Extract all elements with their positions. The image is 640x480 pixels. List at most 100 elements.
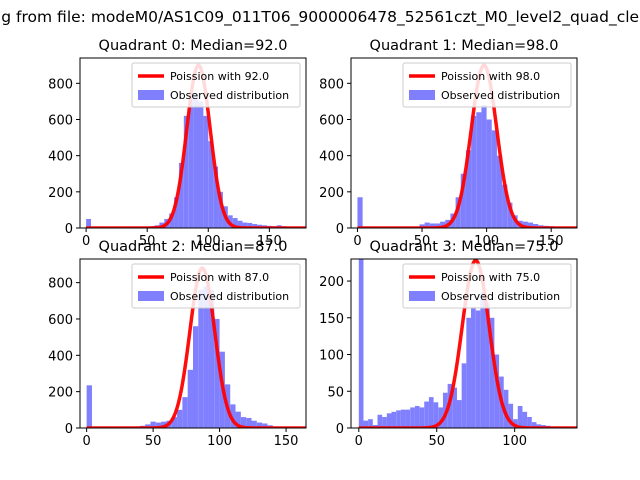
y-tick-label: 50 [327,385,344,400]
histogram-bar [203,115,209,228]
histogram-bar [235,411,241,428]
histogram-bar [414,405,420,428]
x-tick-label: 150 [257,234,282,249]
histogram-bar [424,401,429,428]
histogram-bar [517,405,523,428]
histogram-bar [232,218,238,228]
y-tick-label: 200 [319,275,344,290]
histogram-bar [485,303,490,428]
histogram-bar [410,407,415,428]
x-tick-label: 100 [474,234,499,249]
y-tick-label: 800 [48,277,73,292]
histogram-bar [169,213,175,228]
y-tick-label: 200 [48,186,73,201]
legend-label-observed: Observed distribution [170,290,289,303]
histogram-bar [187,369,193,428]
histogram-bar [434,223,441,228]
legend-bar-swatch [138,291,164,301]
histogram-bar [240,417,247,428]
histogram-bar [213,166,219,228]
y-tick-label: 0 [65,222,73,237]
histogram-bar [368,419,373,428]
histogram-bar [177,409,183,428]
histogram-bar [363,420,369,428]
histogram-bar [486,119,492,228]
subplot-quadrant-0: 0 50 100 150 0 200 400 600 800 Quadrant 0: Median… [48,38,307,249]
histogram-bar [214,318,220,428]
histogram-bar [536,424,542,428]
y-tick-label: 400 [48,349,73,364]
legend-bar-swatch [138,90,164,100]
y-tick-label: 0 [336,422,344,437]
legend: Poission with 92.0 Observed distribution [131,62,301,108]
histogram-bar [433,402,439,428]
histogram-bar [193,94,199,228]
axes-frame [79,57,307,229]
histogram-bar [466,317,472,428]
legend-box [131,263,301,309]
legend-box [402,62,572,108]
y-tick-label: 150 [319,312,344,327]
subplot-grid: 0 50 100 150 0 200 400 600 800 Quadrant 0: Median… [48,38,578,449]
histogram-bar [242,222,248,228]
histogram-bar [440,221,446,228]
x-tick-label: 0 [83,434,91,449]
histogram-bar [419,224,425,228]
figure-suptitle: Plotting from file: modeM0/AS1C09_011T06… [0,8,640,27]
legend-label-observed: Observed distribution [170,89,289,102]
legend-label-observed: Observed distribution [441,89,560,102]
histogram-bar [256,422,263,428]
histogram-bar [429,223,435,228]
histogram-bar [489,317,495,428]
histogram-bar [174,197,179,228]
x-tick-label: 50 [145,434,162,449]
subplot-quadrant-3: 0 50 100 0 50 100 150 200 Quadrant 3: Median=75.… [319,239,578,449]
histogram-bar [155,422,162,428]
histogram-bar [182,397,188,428]
y-tick-label: 100 [319,349,344,364]
histogram-bar [531,422,537,428]
subplot-title: Quadrant 0: Median=92.0 [99,38,288,54]
y-tick-label: 200 [48,386,73,401]
subplot-title: Quadrant 2: Median=87.0 [99,239,288,255]
histogram-bar [150,421,156,428]
x-tick-label: 50 [428,434,445,449]
histogram-bar [208,141,214,228]
histogram-bar [198,101,204,228]
subplot-quadrant-1: 0 50 100 150 0 200 400 600 800 Quadrant 1: Median… [319,38,578,249]
histogram-bar [262,423,268,428]
histogram-bar [452,387,457,428]
subplot-title: Quadrant 3: Median=75.0 [370,239,559,255]
histogram-bar [188,97,194,228]
legend-label-poisson: Poission with 87.0 [170,271,269,284]
legend: Poission with 75.0 Observed distribution [402,263,572,309]
y-tick-label: 400 [48,150,73,165]
x-tick-label: 50 [139,234,156,249]
y-tick-label: 200 [319,186,344,201]
histogram-bar [475,310,481,428]
histogram-bar [230,404,236,428]
histogram-bar [461,363,467,428]
histogram-bar [396,410,401,428]
histogram-bar [86,218,91,228]
legend-bar-swatch [409,291,435,301]
histogram-bar [455,197,461,228]
y-tick-label: 600 [319,113,344,128]
histogram-bar [251,420,257,428]
histogram-bar [419,407,425,428]
x-tick-label: 100 [196,234,221,249]
histogram-bar [503,389,509,428]
subplot-title: Quadrant 1: Median=98.0 [370,38,559,54]
legend-label-poisson: Poission with 92.0 [170,70,269,83]
y-tick-label: 600 [48,113,73,128]
histogram-bar [386,413,392,428]
histogram-bar [391,411,397,428]
y-tick-label: 0 [336,222,344,237]
histogram-bar [247,222,253,228]
legend: Poission with 87.0 Observed distribution [131,263,301,309]
histogram-bar [533,224,539,228]
histogram-bar [471,306,476,428]
histogram-bar [502,184,508,228]
legend-label-poisson: Poission with 75.0 [441,271,540,284]
